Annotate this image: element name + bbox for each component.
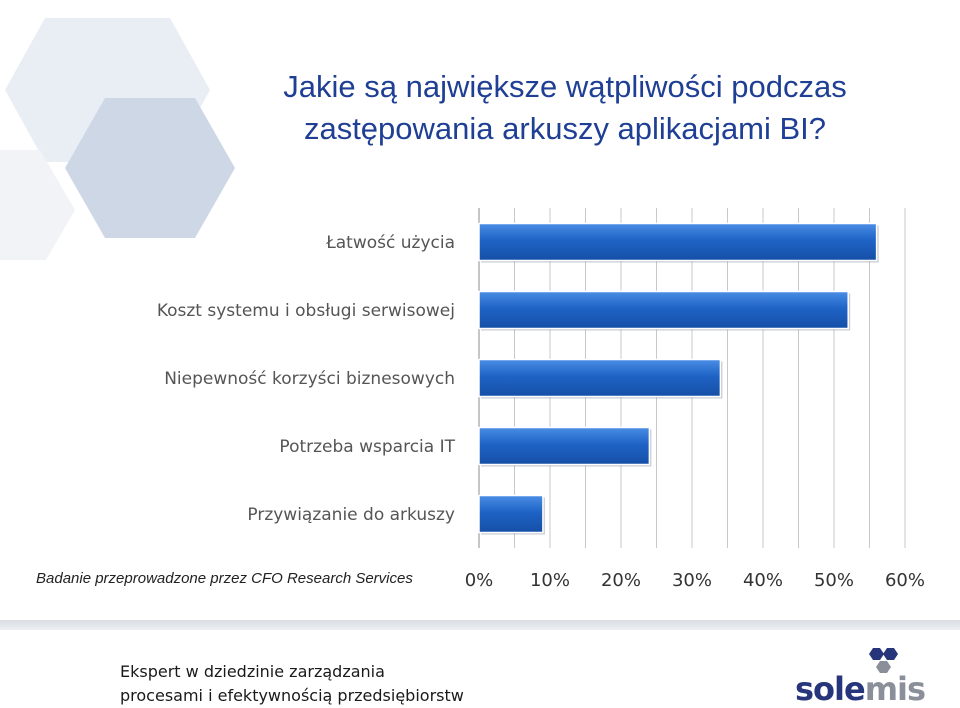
bar: [478, 494, 544, 534]
bar: [478, 290, 849, 330]
footer-tagline: Ekspert w dziedzinie zarządzania procesa…: [120, 660, 464, 708]
x-tick-label: 50%: [814, 570, 854, 591]
page-title: Jakie są największe wątpliwości podczas …: [200, 66, 930, 150]
category-label: Niepewność korzyści biznesowych: [164, 369, 455, 389]
x-tick-label: 0%: [465, 570, 494, 591]
background-hexagon: [65, 98, 235, 238]
category-label: Potrzeba wsparcia IT: [279, 437, 455, 457]
background-hexagons: [0, 18, 235, 260]
x-tick-label: 20%: [601, 570, 641, 591]
footer-line-1: Ekspert w dziedzinie zarządzania: [120, 662, 385, 681]
solemis-logo: solemis: [795, 645, 926, 707]
footer-line-2: procesami i efektywnością przedsiębiorst…: [120, 686, 464, 705]
x-tick-label: 10%: [530, 570, 570, 591]
category-label: Koszt systemu i obsługi serwisowej: [157, 301, 455, 321]
background-hexagon: [0, 150, 75, 260]
title-line-1: Jakie są największe wątpliwości podczas: [283, 69, 847, 104]
bar: [478, 222, 878, 262]
footer-divider: [0, 620, 960, 630]
bar: [478, 358, 722, 398]
x-tick-label: 60%: [885, 570, 925, 591]
logo-hexagons-icon: [869, 648, 898, 673]
logo-wordmark: solemis: [795, 670, 926, 708]
category-label: Łatwość użycia: [325, 233, 455, 253]
bar: [478, 426, 651, 466]
x-tick-label: 30%: [672, 570, 712, 591]
source-note: Badanie przeprowadzone przez CFO Researc…: [36, 570, 413, 587]
bar-chart: Łatwość użycia Koszt systemu i obsługi se…: [157, 208, 925, 591]
category-label: Przywiązanie do arkuszy: [247, 505, 455, 525]
x-tick-label: 40%: [743, 570, 783, 591]
title-line-2: zastępowania arkuszy aplikacjami BI?: [303, 111, 827, 146]
